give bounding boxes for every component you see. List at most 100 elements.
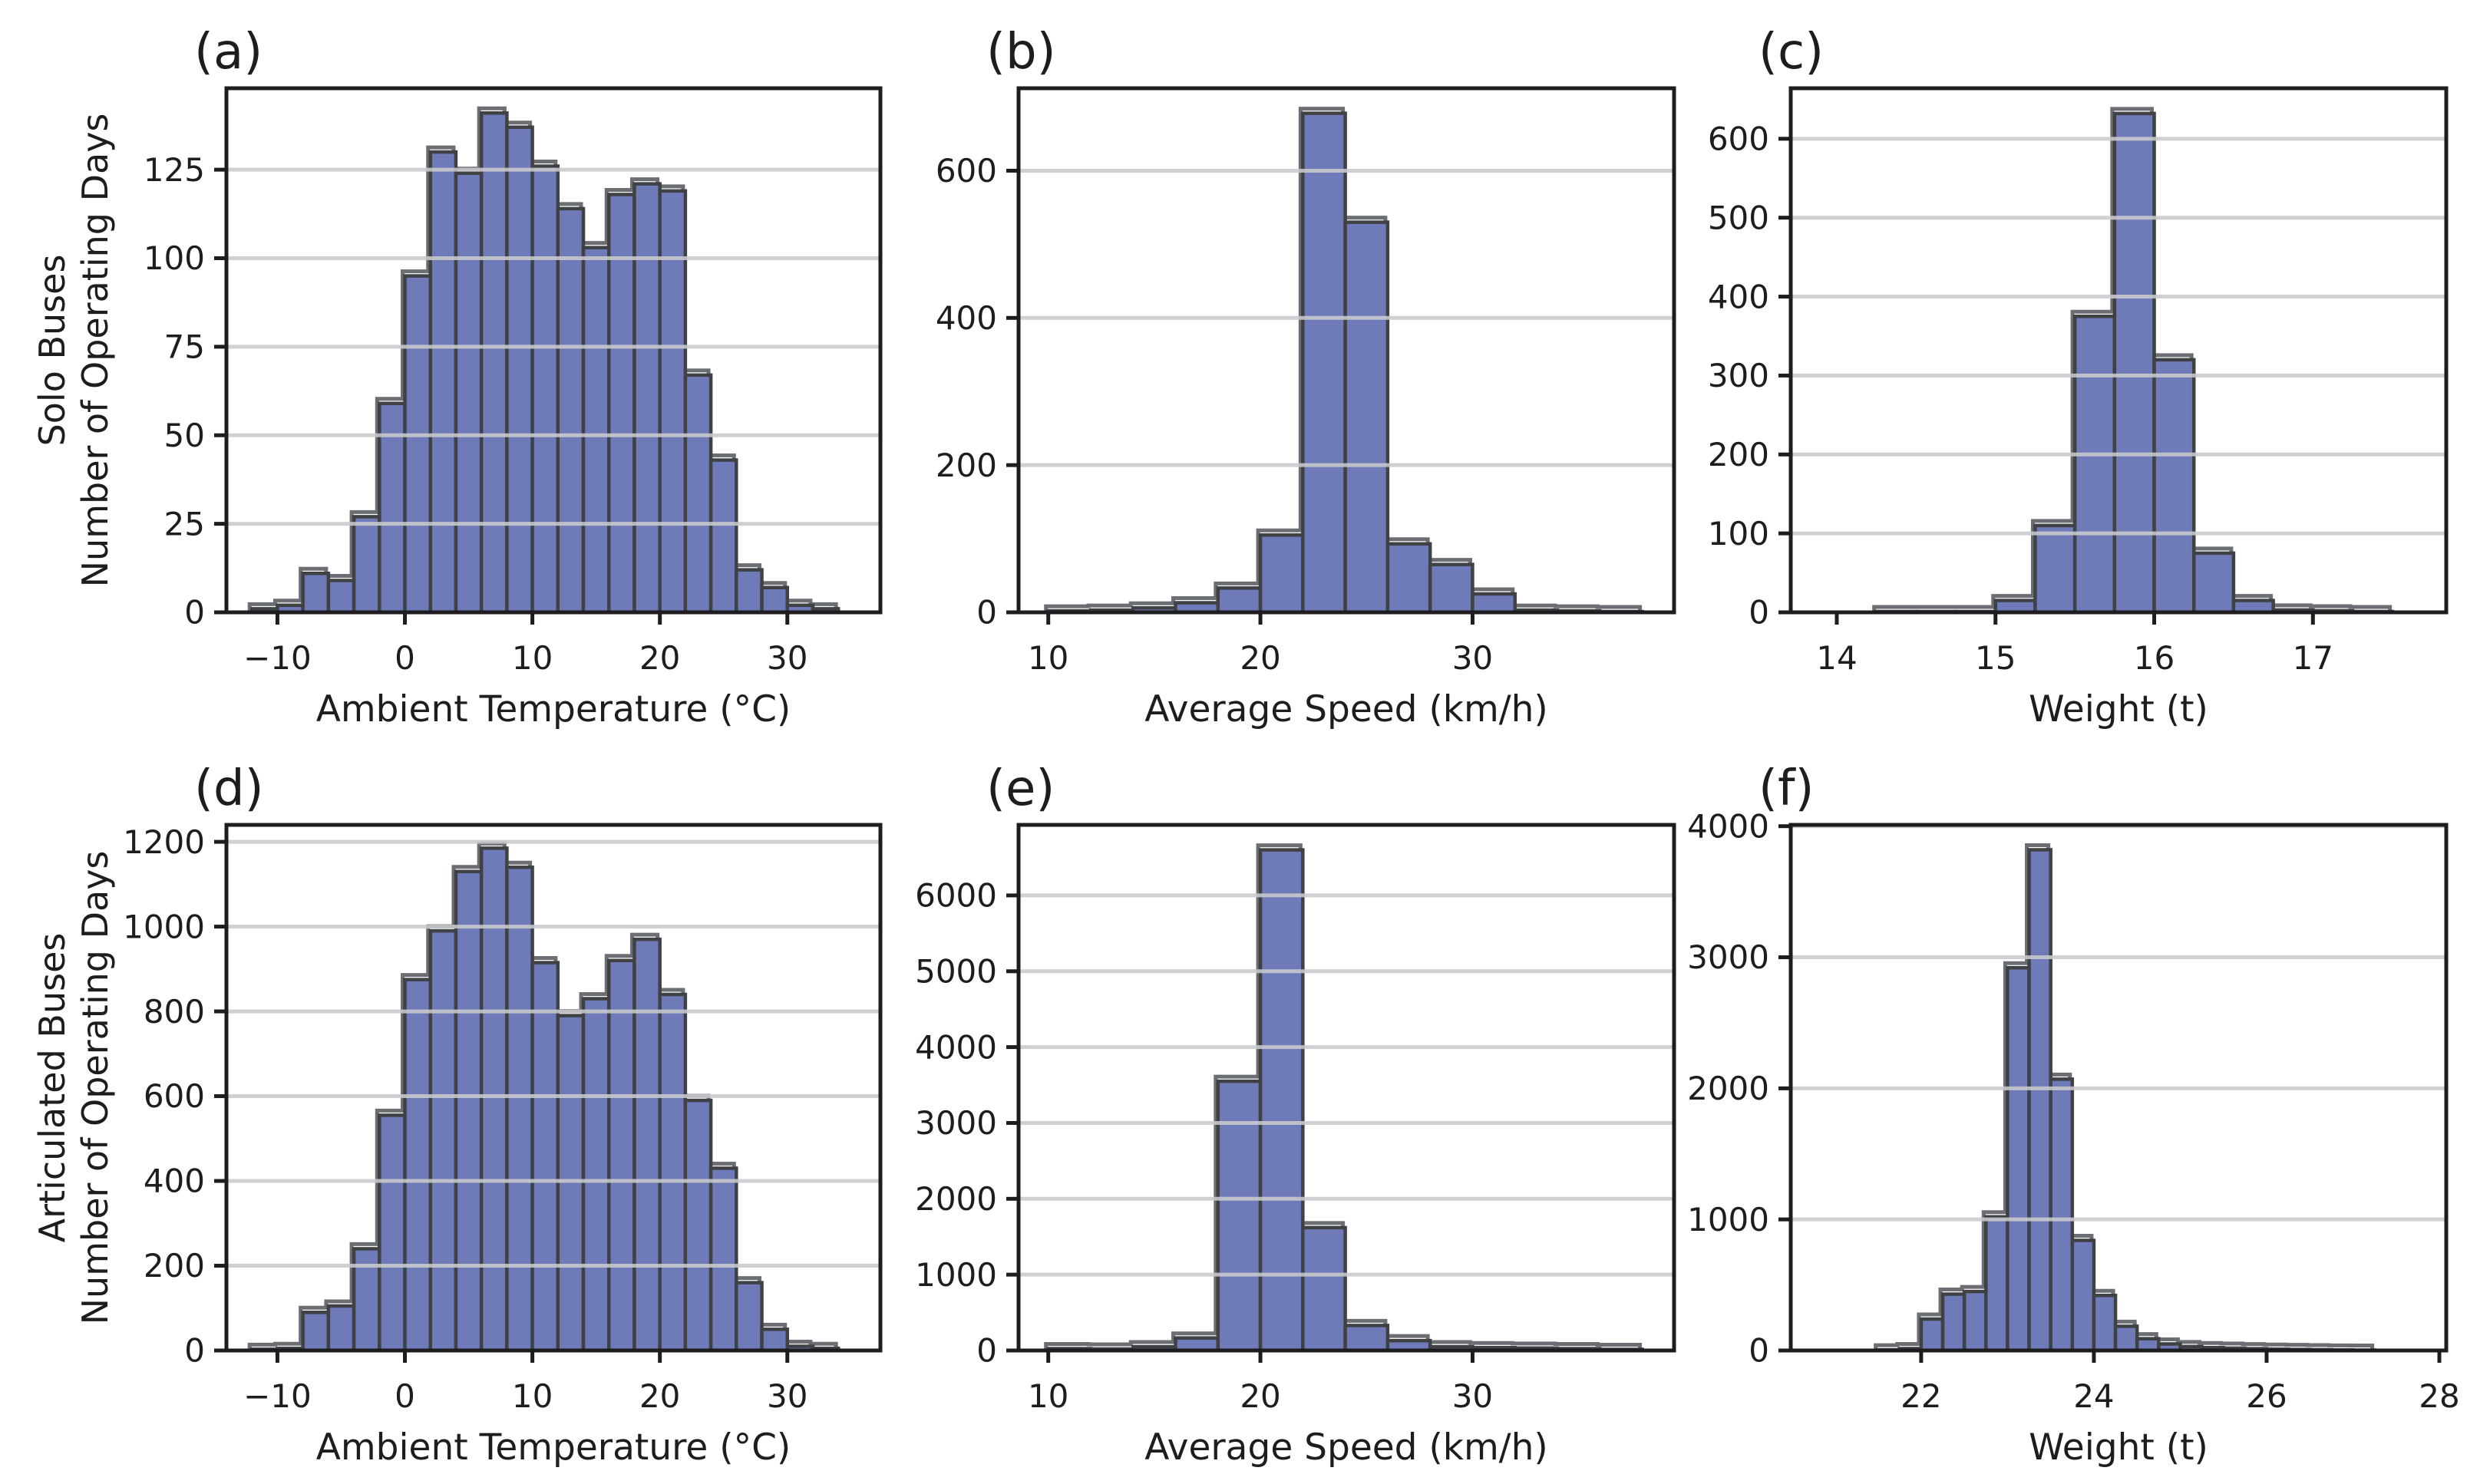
x-tick-label: 10	[1028, 1377, 1068, 1415]
histogram-bar	[1385, 542, 1432, 612]
histogram-bar	[1216, 1079, 1263, 1350]
panel-b: 10 20 30 0 200 400 600 Average Speed (km/h) (b)	[936, 24, 1676, 730]
histogram-bar	[556, 1014, 586, 1350]
x-tick-label: 28	[2419, 1377, 2459, 1415]
y-tick-label: 0	[184, 594, 205, 632]
histogram-bar	[301, 1311, 331, 1350]
histogram-bar	[1258, 533, 1305, 612]
histogram-bar	[2112, 111, 2156, 612]
y-tick-label: 3000	[915, 1104, 997, 1142]
y-axis-label-line: Number of Operating Days	[74, 114, 116, 588]
axes-frame	[1016, 823, 1676, 1353]
x-tick-label: 14	[1816, 639, 1857, 677]
histogram-bar	[326, 1304, 356, 1350]
x-tick-label: 20	[639, 1377, 680, 1415]
histogram-bar	[1919, 1317, 1945, 1350]
x-axis-label: Weight (t)	[2029, 688, 2208, 730]
y-tick-label: 125	[144, 151, 205, 189]
x-tick-label: −10	[243, 639, 312, 677]
histogram-bar	[632, 937, 662, 1350]
y-tick-label: 1000	[915, 1256, 997, 1294]
y-tick-label: 75	[164, 328, 205, 366]
y-tick-label: 600	[936, 152, 997, 190]
histogram-bar	[352, 515, 381, 612]
x-tick-label: 0	[395, 639, 415, 677]
y-tick-label: 0	[184, 1332, 205, 1370]
y-tick-label: 0	[976, 1332, 997, 1370]
histogram-bar	[735, 568, 764, 612]
step-outline	[247, 841, 838, 1350]
panel-e: 10 20 30 0 1000 2000 3000 4000 5000 6000 Average S…	[915, 760, 1676, 1469]
histogram-bar	[683, 1098, 713, 1350]
panel-letter: (b)	[986, 24, 1056, 81]
histogram-bar	[454, 869, 484, 1350]
histogram-bar	[428, 150, 458, 612]
histogram-bar	[403, 274, 432, 612]
y-tick-label: 0	[1749, 1332, 1769, 1370]
axes-frame	[224, 86, 883, 615]
y-tick-label: 500	[1708, 199, 1769, 236]
y-tick-label: 2000	[915, 1180, 997, 1218]
histogram-bar	[735, 1281, 764, 1350]
x-axis-label: Average Speed (km/h)	[1144, 1426, 1548, 1469]
x-tick-label: 0	[395, 1377, 415, 1415]
histogram-bar	[2152, 358, 2196, 612]
x-tick-label: 10	[512, 639, 553, 677]
y-tick-label: 600	[1708, 120, 1769, 158]
histogram-bar	[479, 111, 509, 612]
y-axis-label-line: Number of Operating Days	[74, 851, 116, 1325]
y-tick-label: 200	[144, 1247, 205, 1284]
y-tick-label: 2000	[1687, 1070, 1769, 1107]
histogram-bar	[632, 182, 662, 612]
panel-letter: (d)	[194, 760, 264, 817]
panel-f: 22 24 26 28 0 1000 2000 3000 4000 Weight (t) (f)	[1687, 760, 2460, 1469]
x-tick-label: −10	[243, 1377, 312, 1415]
x-tick-label: 20	[1240, 1377, 1280, 1415]
x-tick-label: 16	[2134, 639, 2175, 677]
y-axis-label-line: Solo Buses	[31, 255, 73, 447]
histogram-bar	[530, 164, 560, 612]
histogram-bar	[505, 865, 534, 1350]
histogram-bar	[1343, 1324, 1390, 1350]
histogram-bar	[378, 401, 407, 612]
histogram-bar	[479, 846, 509, 1350]
axes-frame	[1788, 86, 2449, 615]
histogram-bar	[1471, 592, 1517, 612]
y-tick-label: 100	[144, 239, 205, 277]
y-tick-label: 1000	[123, 908, 205, 945]
x-axis-label: Weight (t)	[2029, 1426, 2208, 1469]
y-tick-label: 3000	[1687, 938, 1769, 976]
y-tick-label: 200	[1708, 436, 1769, 473]
y-tick-label: 4000	[1687, 807, 1769, 845]
panel-letter: (c)	[1759, 24, 1824, 81]
y-tick-label: 5000	[915, 952, 997, 990]
y-tick-label: 0	[1749, 594, 1769, 632]
panel-a: −10 0 10 20 30 0 25 50 75 100 125 Ambient Temperatu…	[31, 24, 883, 730]
y-tick-label: 600	[144, 1077, 205, 1115]
x-tick-label: 10	[512, 1377, 553, 1415]
step-outline	[1874, 843, 2375, 1350]
histogram-bar	[658, 189, 688, 612]
histogram-bar	[1940, 1292, 1967, 1350]
panel-letter: (f)	[1759, 760, 1814, 817]
histogram-bar	[2113, 1324, 2139, 1350]
x-tick-label: 10	[1028, 639, 1068, 677]
y-tick-label: 50	[164, 417, 205, 454]
y-tick-label: 400	[936, 299, 997, 337]
axes-frame	[1016, 86, 1676, 615]
histogram-bar	[1984, 1215, 2010, 1350]
histogram-bar	[1428, 562, 1475, 612]
histogram-bar	[606, 958, 636, 1350]
histogram-bar	[708, 458, 738, 612]
histogram-bar	[2006, 965, 2031, 1350]
histogram-bar	[760, 585, 790, 612]
x-tick-label: 30	[1452, 1377, 1493, 1415]
x-tick-label: 24	[2073, 1377, 2114, 1415]
x-axis-label: Ambient Temperature (°C)	[316, 688, 791, 730]
histogram-bar	[1258, 848, 1305, 1350]
histogram-bar	[683, 373, 713, 612]
histogram-bar	[556, 206, 586, 612]
histogram-bar	[1216, 586, 1263, 612]
x-tick-label: 20	[1240, 639, 1280, 677]
